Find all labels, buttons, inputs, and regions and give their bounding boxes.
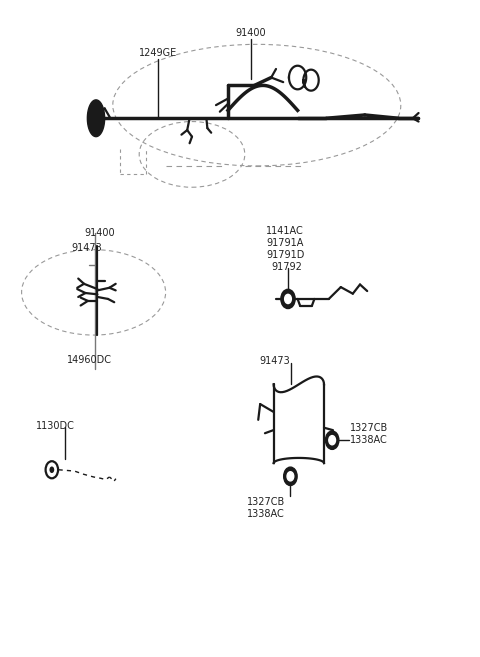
Text: 1130DC: 1130DC [36, 420, 75, 431]
Circle shape [329, 436, 336, 445]
Text: 1141AC: 1141AC [266, 226, 304, 237]
Text: 1338AC: 1338AC [350, 435, 388, 445]
Circle shape [287, 472, 294, 481]
Text: 91792: 91792 [271, 261, 302, 272]
Circle shape [284, 467, 297, 486]
Text: 1338AC: 1338AC [247, 509, 285, 519]
Text: 91473: 91473 [71, 243, 102, 254]
Circle shape [285, 294, 291, 304]
Text: 91473: 91473 [259, 356, 290, 367]
Circle shape [281, 290, 295, 308]
Text: 91400: 91400 [235, 28, 266, 38]
Text: 1327CB: 1327CB [350, 423, 389, 434]
Text: 91791A: 91791A [266, 238, 304, 248]
Circle shape [325, 431, 339, 449]
Polygon shape [87, 100, 105, 137]
Text: 14960DC: 14960DC [67, 355, 112, 365]
Circle shape [49, 466, 54, 473]
Text: 1249GE: 1249GE [139, 47, 178, 58]
Text: 91791D: 91791D [266, 250, 305, 260]
Text: 1327CB: 1327CB [247, 497, 286, 507]
Text: 91400: 91400 [84, 228, 115, 238]
